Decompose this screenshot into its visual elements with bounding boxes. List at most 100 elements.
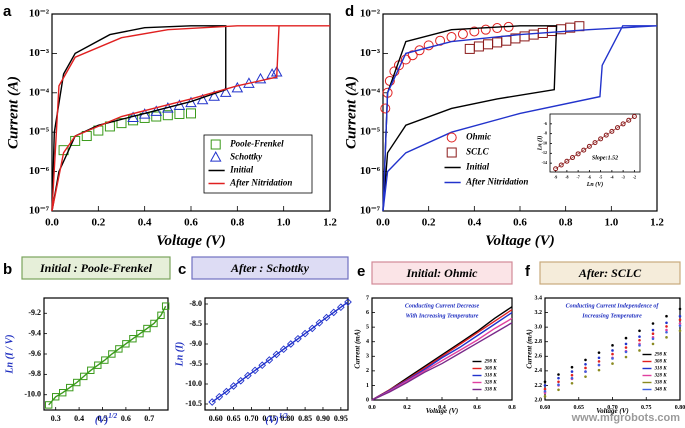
- marker: [480, 24, 491, 35]
- x-axis-label-text: Ln (V): [586, 181, 604, 188]
- y-axis-label: Current (mA): [354, 329, 362, 368]
- marker: [553, 166, 559, 172]
- marker: [161, 302, 170, 310]
- x-tick-label: 0.6: [184, 216, 198, 228]
- y-tick-label: 10⁻⁷: [29, 205, 50, 217]
- legend-label: 338 K: [654, 381, 668, 386]
- x-tick-label: 0.80: [675, 405, 685, 411]
- marker: [208, 90, 220, 101]
- marker: [136, 329, 144, 338]
- x-tick-label: 0.2: [422, 216, 436, 228]
- marker: [611, 349, 614, 352]
- marker: [229, 382, 238, 390]
- marker: [208, 398, 216, 406]
- marker: [651, 342, 655, 346]
- y-tick-label: -12: [542, 150, 547, 155]
- legend-label: 348 K: [654, 388, 668, 393]
- marker: [557, 380, 560, 384]
- y-tick-label: 10⁻⁵: [360, 126, 381, 138]
- marker: [570, 376, 574, 380]
- x-tick-label: 0.6: [513, 216, 527, 228]
- y-tick-label: 3.0: [535, 325, 543, 331]
- marker: [543, 384, 547, 387]
- x-tick-label: 0.80: [280, 414, 294, 423]
- x-axis-label-text: Voltage (V): [485, 233, 555, 249]
- watermark: www.mfgrobots.com: [571, 412, 681, 424]
- marker: [638, 344, 641, 347]
- y-tick-label: -9.6: [28, 349, 41, 358]
- marker: [584, 375, 587, 378]
- series-line: [371, 322, 513, 401]
- y-axis-label: Current (A): [343, 76, 359, 149]
- y-tick-label: 10⁻³: [360, 47, 381, 59]
- chart-title: After: SCLC: [578, 266, 642, 280]
- series-line: [211, 301, 349, 403]
- x-tick-label: 1.2: [650, 216, 664, 228]
- panel-letter: e: [357, 263, 365, 280]
- x-tick-label: 0.2: [403, 405, 411, 411]
- marker: [665, 330, 668, 334]
- marker: [286, 340, 295, 348]
- y-tick-label: 3.2: [535, 310, 543, 316]
- legend-label: 338 K: [484, 388, 498, 393]
- x-tick-label: -3: [621, 175, 624, 180]
- marker: [94, 361, 102, 369]
- title-box: [21, 256, 171, 280]
- marker: [615, 125, 620, 131]
- x-axis-label: Ln (V): [586, 181, 604, 188]
- x-axis-label-text: Voltage (V): [596, 407, 628, 415]
- marker: [611, 352, 614, 356]
- marker: [122, 340, 130, 348]
- marker: [597, 356, 601, 360]
- panel-letter: a: [3, 3, 12, 20]
- marker: [631, 113, 637, 119]
- marker: [258, 361, 267, 370]
- y-tick-label: -9.2: [28, 308, 41, 317]
- marker: [143, 324, 151, 333]
- annotation: Conducting Current Decrease: [405, 303, 480, 309]
- y-tick-label: 2.2: [535, 383, 543, 389]
- marker: [570, 365, 574, 369]
- title-box: [371, 261, 513, 285]
- marker: [151, 111, 162, 122]
- y-axis-label: Ln (I / V): [4, 334, 15, 374]
- series-line: [382, 25, 558, 212]
- marker: [150, 319, 158, 328]
- panel-letter: d: [345, 3, 354, 20]
- annotation: Increasing Temperature: [581, 313, 642, 319]
- x-tick-label: 0.0: [368, 405, 376, 411]
- marker: [329, 308, 338, 317]
- y-tick-label: 2.0: [535, 397, 543, 403]
- chart-title: Initial: Ohmic: [405, 266, 478, 280]
- x-tick-label: 1.0: [604, 216, 618, 228]
- marker: [186, 108, 196, 119]
- chart-title: Initial : Poole-Frenkel: [39, 261, 153, 275]
- y-tick-label: 3.4: [535, 295, 543, 301]
- x-axis-label: (V)1/2: [265, 412, 288, 427]
- y-tick-label: 10⁻⁴: [29, 86, 50, 98]
- x-axis-label: (V)1/2: [95, 412, 118, 427]
- y-tick-label: 5: [366, 325, 369, 331]
- x-tick-label: -2: [633, 175, 636, 180]
- y-tick-label: 2.4: [535, 368, 543, 374]
- marker: [407, 50, 418, 61]
- x-axis-label: Voltage (V): [426, 407, 458, 415]
- marker: [108, 350, 116, 358]
- marker: [380, 103, 391, 114]
- x-tick-label: 0.70: [607, 405, 618, 411]
- marker: [624, 350, 628, 354]
- y-tick-label: -10.5: [185, 399, 202, 408]
- annotation: Slope:1.52: [592, 155, 618, 161]
- marker: [557, 376, 560, 380]
- marker: [678, 322, 682, 325]
- legend-label: Initial: [465, 162, 490, 172]
- y-tick-label: 2.8: [535, 339, 543, 345]
- title-box: [191, 256, 349, 280]
- x-tick-label: 0.6: [121, 414, 131, 423]
- marker: [665, 314, 668, 318]
- marker: [597, 360, 601, 363]
- x-tick-label: 0.7: [144, 414, 154, 423]
- legend-label: Ohmic: [466, 132, 491, 142]
- marker: [620, 121, 626, 127]
- marker: [651, 322, 655, 325]
